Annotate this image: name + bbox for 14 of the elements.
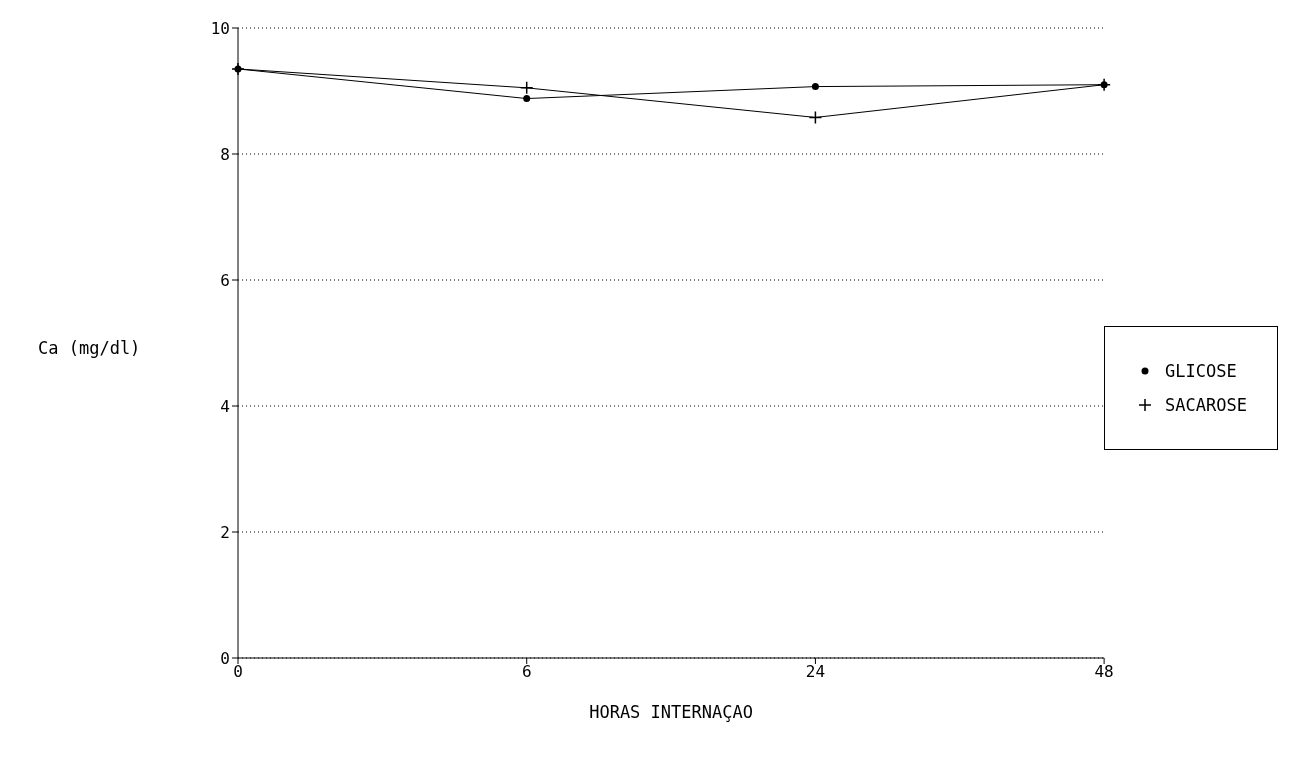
legend-label: GLICOSE	[1165, 361, 1237, 381]
y-tick-label: 2	[220, 522, 230, 542]
x-tick-label: 6	[521, 662, 532, 682]
x-tick-label: 24	[805, 662, 826, 682]
y-tick-label: 10	[210, 18, 230, 38]
y-axis-title: Ca (mg/dl)	[38, 338, 141, 358]
x-tick-label: 48	[1094, 662, 1114, 682]
x-axis-title: HORAS INTERNAÇAO	[589, 702, 753, 722]
x-tick-label: 0	[233, 662, 243, 682]
y-tick-label: 0	[220, 648, 230, 668]
y-tick-label: 6	[220, 270, 230, 290]
y-tick-label: 8	[220, 144, 230, 164]
legend-label: SACAROSE	[1165, 395, 1247, 415]
y-tick-label: 4	[220, 396, 230, 416]
